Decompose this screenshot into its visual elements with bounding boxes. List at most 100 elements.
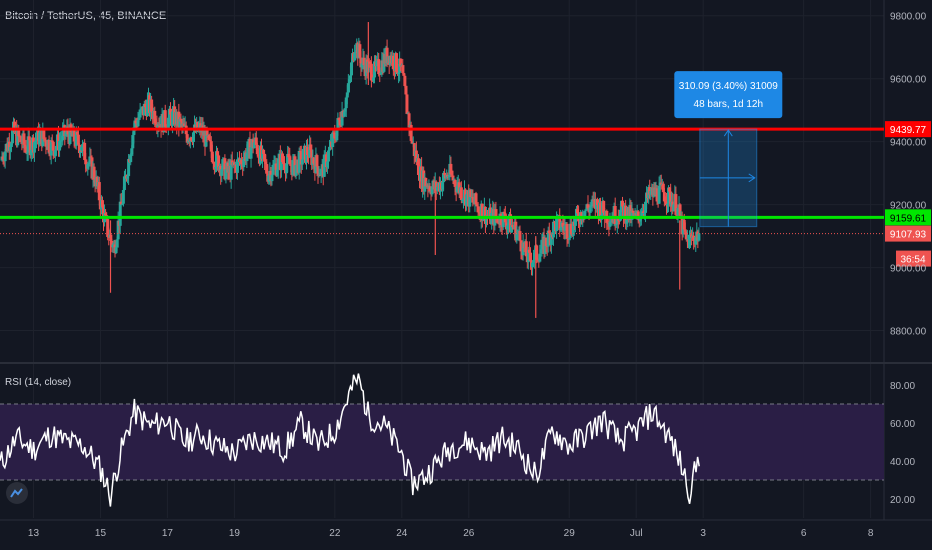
candle-body (638, 217, 642, 222)
candle-body (264, 161, 268, 165)
candle-body (326, 150, 330, 162)
time-axis-label: Jul (630, 528, 643, 539)
candle-body (566, 238, 570, 240)
candle-body (669, 191, 673, 207)
candle-body (692, 235, 696, 242)
candle-body (621, 200, 625, 207)
candle-body (42, 130, 46, 139)
candle-body (294, 165, 298, 176)
candle-body (283, 163, 287, 171)
candle-body (569, 223, 573, 234)
candle-body (229, 160, 233, 180)
time-axis-label: 8 (868, 528, 874, 539)
candle-body (114, 247, 118, 254)
candle-body (514, 221, 518, 241)
candle-body (595, 199, 599, 206)
candle-body (506, 223, 510, 226)
candle-body (142, 103, 146, 116)
candle-body (235, 159, 239, 173)
time-axis-label: 15 (95, 528, 107, 539)
candle-body (455, 186, 459, 193)
candle-body (442, 172, 446, 183)
last-price-tag: 9107.93 (890, 230, 927, 241)
candle-body (531, 262, 535, 268)
candle-body (281, 161, 285, 164)
candle-body (249, 147, 253, 159)
candle-body (561, 222, 565, 227)
candle-body (499, 213, 503, 225)
candle-body (414, 150, 418, 162)
resistance-price-tag: 9439.77 (890, 125, 927, 136)
candle-body (221, 159, 225, 170)
measure-arrow-up-icon (723, 129, 733, 137)
candle-body (584, 209, 588, 211)
tradingview-logo-icon[interactable] (6, 482, 28, 504)
candle-body (602, 201, 606, 213)
candle-body (481, 217, 485, 221)
candle-body (624, 205, 628, 224)
candle-body (649, 191, 653, 195)
candle-body (615, 218, 619, 225)
candle-body (468, 189, 472, 207)
candle-body (616, 218, 620, 221)
candle-body (631, 210, 635, 213)
candle-body (89, 156, 93, 158)
candle-body (648, 187, 652, 195)
candle-body (331, 132, 335, 148)
candle-body (546, 230, 550, 247)
candle-body (213, 167, 217, 169)
candle-body (666, 203, 670, 206)
candle-body (480, 203, 484, 221)
candle-body (95, 176, 99, 186)
candle-body (116, 220, 120, 240)
candle-body (118, 201, 122, 226)
candle-body (185, 134, 189, 143)
candle-body (212, 163, 216, 169)
candle-body (348, 75, 352, 80)
candle-body (335, 129, 339, 141)
candle-body (430, 186, 434, 195)
candle-body (667, 187, 671, 204)
candle-body (484, 215, 488, 224)
candle-body (209, 141, 213, 152)
candle-body (640, 211, 644, 218)
candle-body (377, 59, 381, 75)
candle-body (401, 65, 405, 74)
candle-body (682, 219, 686, 230)
candle-body (53, 150, 57, 157)
candle-body (371, 77, 375, 81)
last-price-tag-bg (885, 225, 931, 242)
candle-body (369, 63, 373, 81)
candle-body (58, 140, 62, 151)
candle-body (684, 231, 688, 240)
candle-body (441, 182, 445, 190)
candle-body (549, 234, 553, 245)
candle-body (47, 140, 51, 153)
candle-body (515, 232, 519, 241)
candle-body (324, 154, 328, 168)
candle-body (24, 146, 28, 153)
candle-body (32, 142, 36, 153)
candle-body (127, 158, 131, 177)
candle-body (316, 166, 320, 177)
candle-body (110, 240, 114, 248)
candle-body (453, 180, 457, 187)
candle-body (86, 163, 90, 169)
candle-body (565, 223, 569, 239)
candle-body (644, 201, 648, 213)
candle-body (154, 123, 158, 125)
candle-body (10, 130, 14, 144)
candle-body (288, 157, 292, 165)
candle-body (61, 130, 65, 141)
candle-body (106, 219, 110, 237)
candle-body (178, 118, 182, 128)
candle-body (207, 135, 211, 140)
candle-body (609, 221, 613, 223)
candle-body (678, 204, 682, 218)
candle-body (44, 140, 48, 147)
candle-body (509, 214, 513, 233)
candle-body (521, 242, 525, 256)
support-price-tag-bg (885, 209, 931, 226)
candle-body (399, 58, 403, 67)
